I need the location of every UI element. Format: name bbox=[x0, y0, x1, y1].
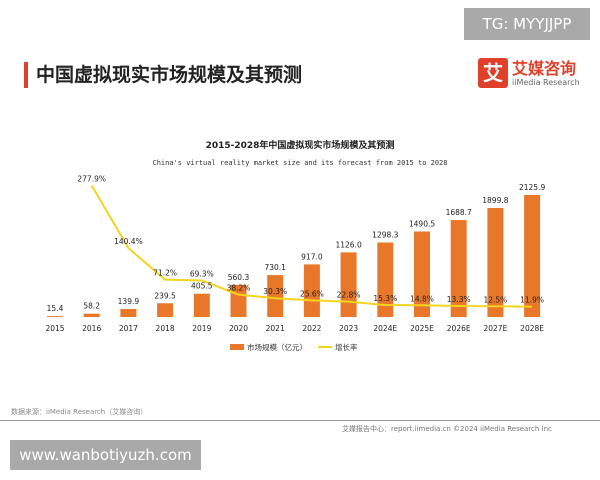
title-accent bbox=[24, 62, 28, 88]
rate-label-2020: 38.2% bbox=[227, 284, 251, 293]
x-tick-2021: 2021 bbox=[266, 324, 285, 333]
x-tick-2018: 2018 bbox=[156, 324, 175, 333]
bar-label-2028E: 2125.9 bbox=[519, 183, 545, 192]
bar-label-2015: 15.4 bbox=[47, 304, 64, 313]
bar-2015 bbox=[47, 316, 63, 317]
bar-2024E bbox=[377, 242, 394, 317]
legend-line-label: 增长率 bbox=[335, 342, 358, 352]
bar-label-2027E: 1899.8 bbox=[482, 196, 508, 205]
chart: 2015-2028年中国虚拟现实市场规模及其预测 China's virtual… bbox=[45, 139, 545, 352]
x-tick-2024E: 2024E bbox=[373, 324, 397, 333]
bar-2018 bbox=[157, 303, 174, 317]
divider bbox=[0, 420, 600, 421]
x-tick-2025E: 2025E bbox=[410, 324, 434, 333]
logo-en: iiMedia Research bbox=[512, 77, 580, 87]
x-tick-2027E: 2027E bbox=[483, 324, 507, 333]
bar-label-2018: 239.5 bbox=[154, 291, 176, 300]
bar-2016 bbox=[83, 313, 100, 317]
bar-label-2021: 730.1 bbox=[264, 263, 286, 272]
x-tick-2017: 2017 bbox=[119, 324, 138, 333]
bar-2019 bbox=[193, 293, 210, 317]
x-tick-2028E: 2028E bbox=[520, 324, 544, 333]
bar-label-2025E: 1490.5 bbox=[409, 219, 435, 228]
rate-label-2022: 25.6% bbox=[300, 289, 324, 298]
chart-subtitle: China's virtual reality market size and … bbox=[152, 159, 447, 167]
x-tick-2020: 2020 bbox=[229, 324, 248, 333]
bar-label-2023: 1126.0 bbox=[335, 240, 361, 249]
bar-label-2022: 917.0 bbox=[301, 252, 323, 261]
logo-mark: 艾 bbox=[478, 58, 508, 88]
rate-label-2016: 277.9% bbox=[77, 175, 106, 184]
rate-label-2024E: 15.3% bbox=[373, 294, 397, 303]
footer-credit: 艾媒报告中心：report.iimedia.cn ©2024 iiMedia R… bbox=[342, 425, 552, 433]
bar-2023 bbox=[340, 252, 357, 317]
bar-2026E bbox=[450, 220, 467, 317]
source-note: 数据来源：iiMedia Research（艾媒咨询） bbox=[11, 408, 148, 416]
bar-2025E bbox=[414, 231, 430, 317]
bar-2017 bbox=[120, 308, 137, 317]
rate-label-2026E: 13.3% bbox=[447, 295, 471, 304]
bar-2028E bbox=[524, 195, 541, 317]
x-tick-2015: 2015 bbox=[45, 324, 64, 333]
bar-label-2024E: 1298.3 bbox=[372, 230, 398, 239]
bar-label-2020: 560.3 bbox=[228, 273, 250, 282]
page-title: 中国虚拟现实市场规模及其预测 bbox=[36, 64, 303, 86]
bar-label-2016: 58.2 bbox=[83, 302, 100, 311]
rate-label-2025E: 14.8% bbox=[410, 294, 434, 303]
bar-label-2019: 405.5 bbox=[191, 282, 213, 291]
rate-label-2021: 30.3% bbox=[263, 287, 287, 296]
bar-2027E bbox=[487, 207, 504, 317]
growth-rate-line bbox=[90, 185, 533, 308]
x-tick-2023: 2023 bbox=[339, 324, 358, 333]
x-tick-2016: 2016 bbox=[82, 324, 101, 333]
rate-label-2017: 140.4% bbox=[114, 237, 143, 246]
x-tick-2022: 2022 bbox=[302, 324, 321, 333]
iimedia-logo: 艾 艾媒咨询 iiMedia Research bbox=[478, 58, 580, 88]
url-watermark: www.wanbotiyuzh.com bbox=[10, 440, 201, 470]
bar-2022 bbox=[303, 264, 320, 317]
x-tick-2019: 2019 bbox=[192, 324, 211, 333]
bar-2021 bbox=[267, 275, 284, 317]
bar-label-2017: 139.9 bbox=[118, 297, 140, 306]
telegram-watermark: TG: MYYJJPP bbox=[464, 8, 590, 40]
x-tick-2026E: 2026E bbox=[447, 324, 471, 333]
rate-label-2018: 71.2% bbox=[153, 269, 177, 278]
logo-cn: 艾媒咨询 bbox=[512, 58, 577, 78]
legend-bar-label: 市场规模（亿元） bbox=[247, 342, 307, 352]
rate-label-2027E: 12.5% bbox=[483, 295, 507, 304]
legend-bar-swatch bbox=[230, 344, 244, 350]
legend: 市场规模（亿元） 增长率 bbox=[230, 342, 358, 352]
chart-title: 2015-2028年中国虚拟现实市场规模及其预测 bbox=[206, 139, 395, 151]
rate-label-2028E: 11.9% bbox=[520, 296, 544, 305]
rate-label-2023: 22.8% bbox=[337, 291, 361, 300]
rate-label-2019: 69.3% bbox=[190, 269, 214, 278]
bar-label-2026E: 1688.7 bbox=[446, 208, 472, 217]
